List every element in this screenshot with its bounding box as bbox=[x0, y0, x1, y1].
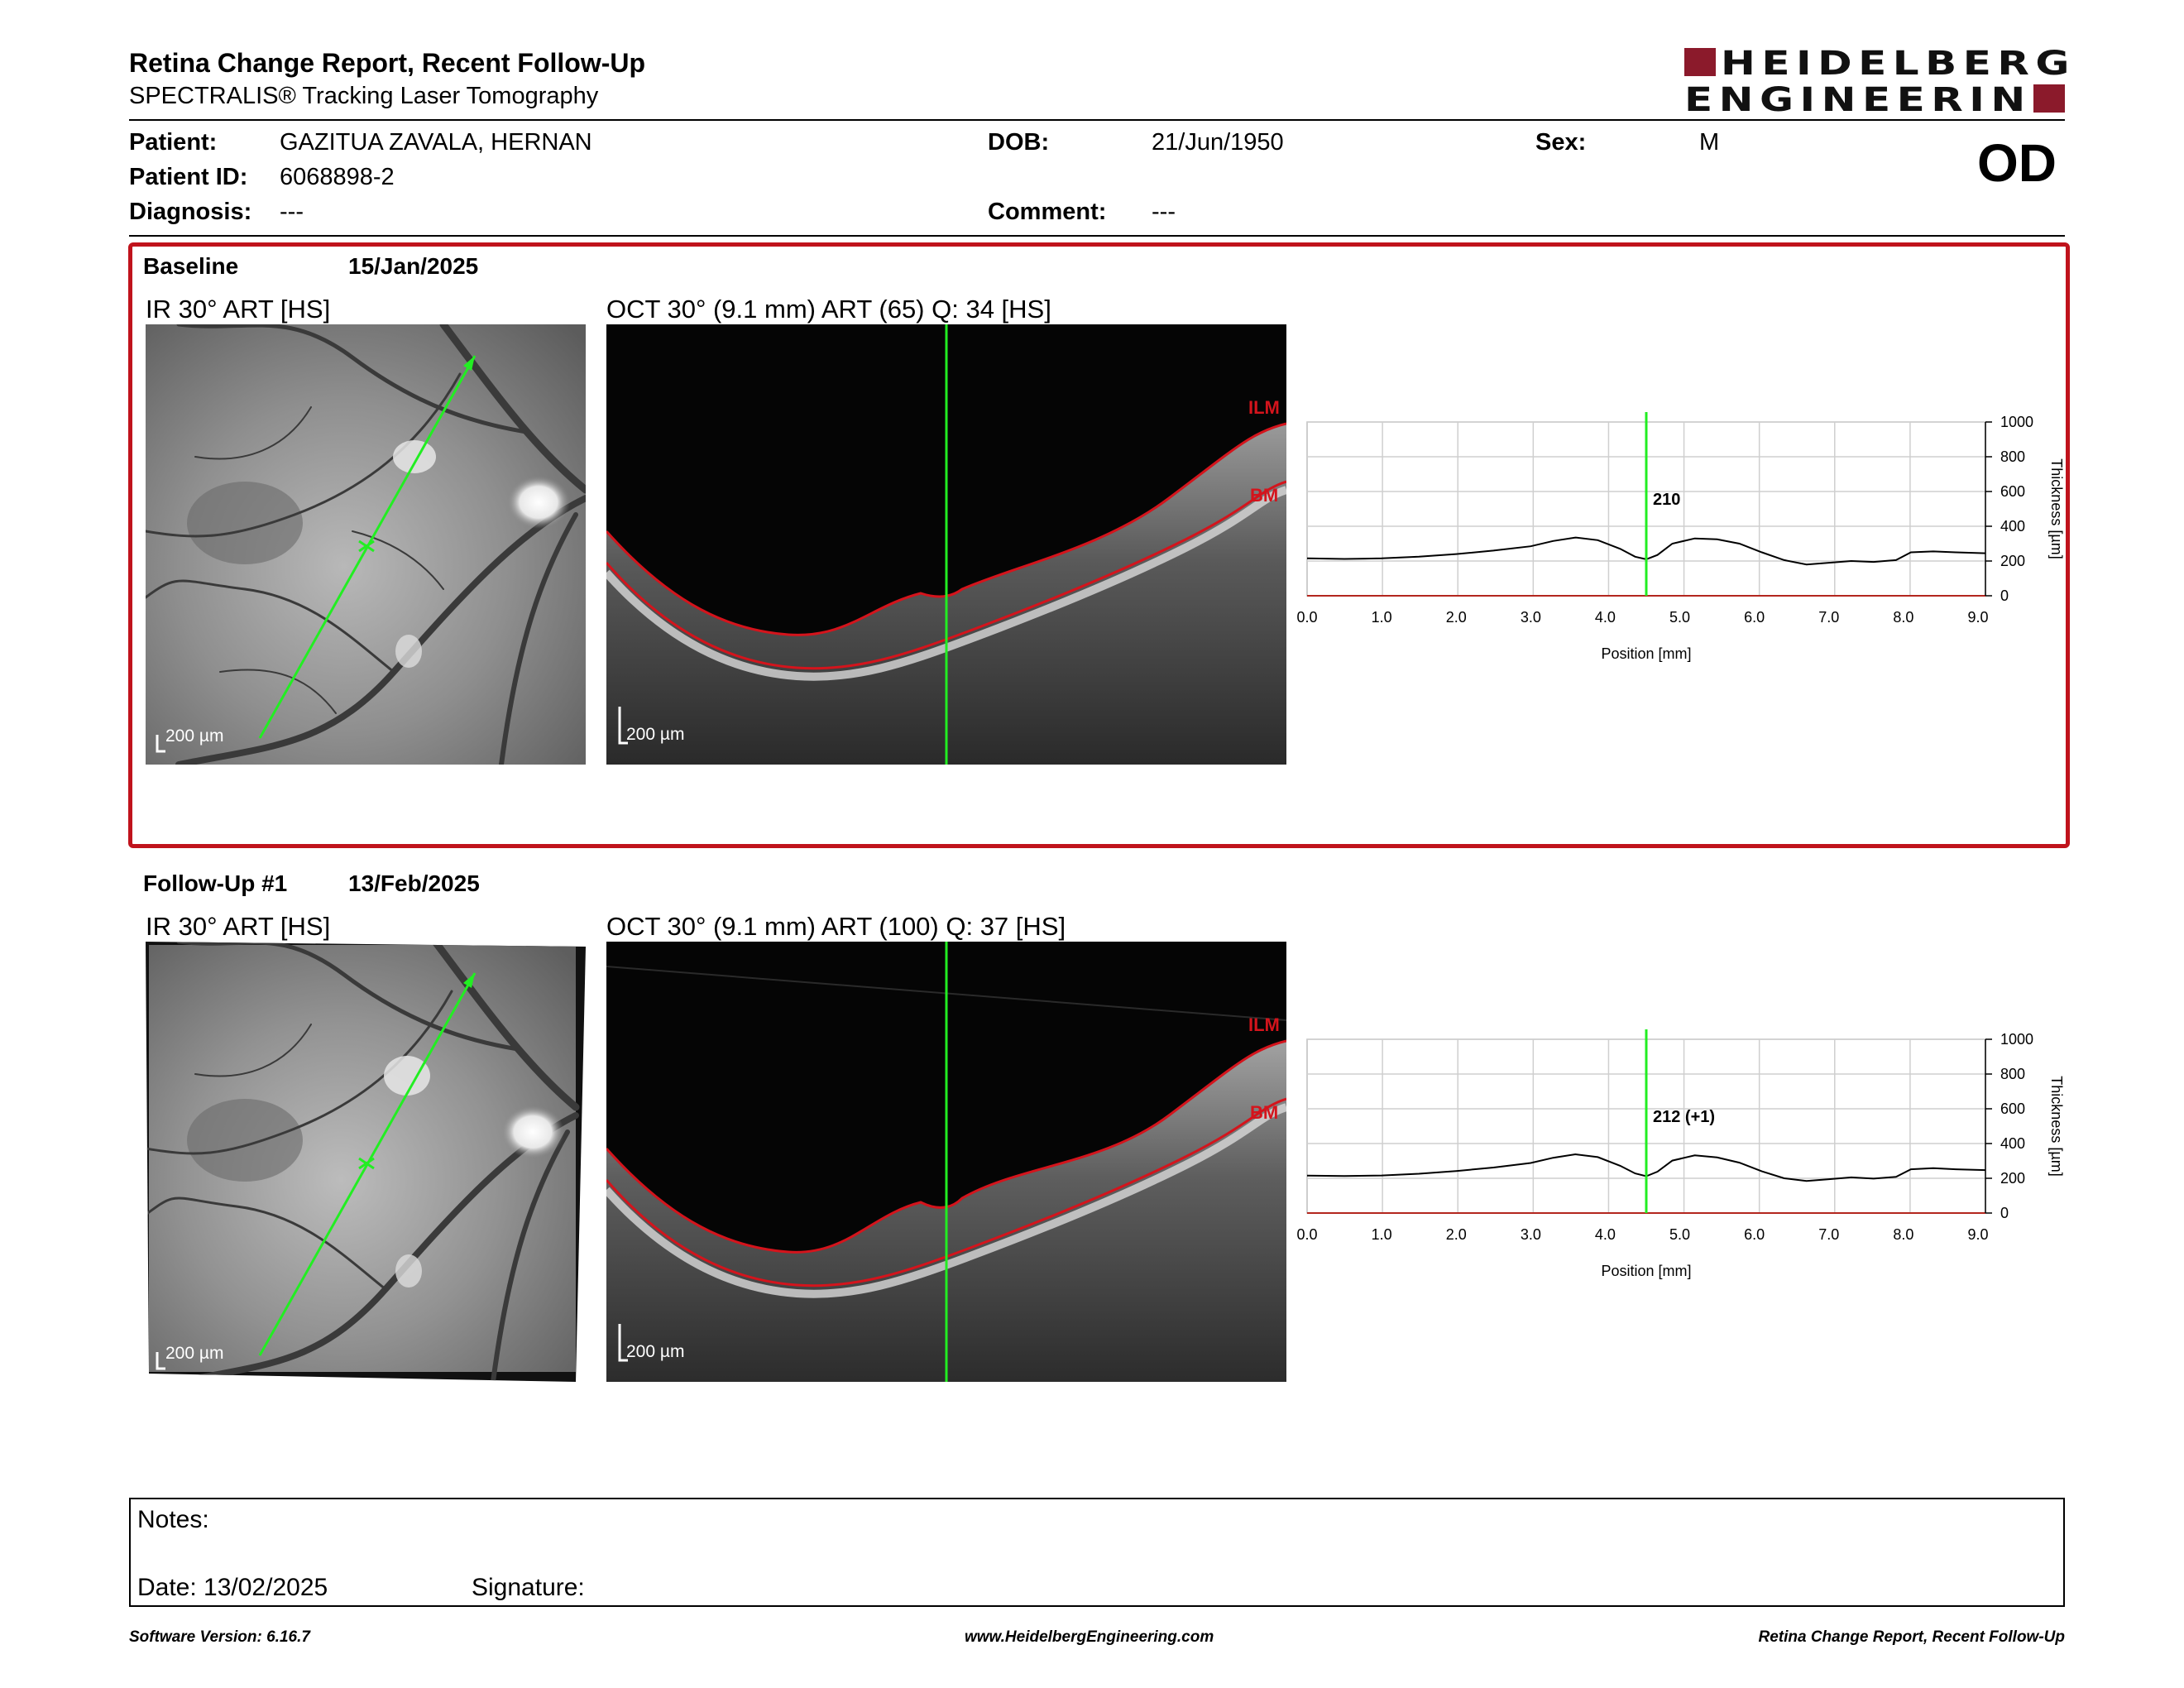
followup-y-tick-label: 800 bbox=[2000, 1066, 2025, 1082]
baseline-x-tick-label: 7.0 bbox=[1818, 609, 1839, 626]
followup-x-axis-label: Position [mm] bbox=[1601, 1263, 1691, 1279]
baseline-oct-image[interactable]: ILM BM 200 µm bbox=[606, 324, 1286, 765]
baseline-y-tick-label: 400 bbox=[2000, 518, 2025, 535]
baseline-x-tick-label: 8.0 bbox=[1893, 609, 1913, 626]
followup-bm-label: BM bbox=[1250, 1102, 1279, 1123]
baseline-x-axis-label: Position [mm] bbox=[1601, 645, 1691, 662]
baseline-oct-scale: 200 µm bbox=[626, 725, 685, 744]
followup-y-tick-label: 600 bbox=[2000, 1101, 2025, 1117]
followup-y-tick-label: 200 bbox=[2000, 1170, 2025, 1187]
followup-x-tick-label: 8.0 bbox=[1893, 1226, 1913, 1243]
followup-ilm-label: ILM bbox=[1248, 1014, 1280, 1035]
followup-x-tick-label: 9.0 bbox=[1967, 1226, 1988, 1243]
notes-label: Notes: bbox=[137, 1506, 209, 1533]
followup-x-tick-label: 3.0 bbox=[1521, 1226, 1541, 1243]
signature-label: Signature: bbox=[472, 1574, 585, 1601]
followup-label: Follow-Up #1 bbox=[143, 870, 288, 896]
baseline-x-tick-label: 0.0 bbox=[1296, 609, 1317, 626]
patient-id-label: Patient ID: bbox=[129, 164, 248, 190]
followup-x-tick-label: 5.0 bbox=[1669, 1226, 1690, 1243]
notes-box[interactable]: Notes: Date: 13/02/2025 Signature: bbox=[129, 1498, 2065, 1607]
baseline-x-tick-label: 1.0 bbox=[1372, 609, 1392, 626]
footer-report-name: Retina Change Report, Recent Follow-Up bbox=[1758, 1628, 2065, 1646]
logo-square-icon bbox=[2033, 84, 2065, 113]
logo-line2: ENGINEERING bbox=[1684, 81, 2072, 119]
baseline-x-tick-label: 9.0 bbox=[1967, 609, 1988, 626]
footer-software-version: Software Version: 6.16.7 bbox=[129, 1628, 310, 1646]
baseline-thickness-chart[interactable]: 0.0 1.0 2.0 3.0 4.0 5.0 6.0 7.0 8.0 9.0 0 200 400 600… bbox=[1291, 412, 2101, 693]
comment-label: Comment: bbox=[988, 199, 1107, 225]
notes-date: Date: 13/02/2025 bbox=[137, 1574, 328, 1601]
followup-cursor-value: 212 (+1) bbox=[1653, 1108, 1715, 1126]
diagnosis-label: Diagnosis: bbox=[129, 199, 252, 225]
patient-name-label: Patient: bbox=[129, 129, 218, 156]
patient-divider bbox=[129, 235, 2065, 237]
comment-value: --- bbox=[1152, 199, 1176, 225]
baseline-x-tick-label: 2.0 bbox=[1446, 609, 1467, 626]
followup-ir-title: IR 30° ART [HS] bbox=[146, 912, 331, 941]
baseline-label: Baseline bbox=[143, 253, 239, 279]
followup-y-tick-label: 400 bbox=[2000, 1135, 2025, 1152]
patient-id: 6068898-2 bbox=[280, 164, 395, 190]
baseline-y-tick-label: 0 bbox=[2000, 587, 2009, 604]
baseline-y-axis-label: Thickness [µm] bbox=[2048, 458, 2065, 559]
baseline-x-tick-label: 6.0 bbox=[1744, 609, 1765, 626]
header-divider bbox=[129, 119, 2065, 121]
followup-thickness-line bbox=[1306, 1153, 1986, 1182]
baseline-bm-label: BM bbox=[1250, 485, 1279, 506]
report-subtitle: SPECTRALIS® Tracking Laser Tomography bbox=[129, 83, 599, 109]
baseline-x-tick-label: 5.0 bbox=[1669, 609, 1690, 626]
followup-x-tick-label: 7.0 bbox=[1818, 1226, 1839, 1243]
followup-ir-scale: 200 µm bbox=[165, 1344, 224, 1363]
heidelberg-logo: HEIDELBERG ENGINEERING bbox=[1684, 45, 2069, 119]
baseline-y-tick-label: 1000 bbox=[2000, 414, 2033, 430]
baseline-y-tick-label: 600 bbox=[2000, 483, 2025, 500]
baseline-x-tick-label: 3.0 bbox=[1521, 609, 1541, 626]
eye-indicator: OD bbox=[1977, 133, 2057, 193]
followup-oct-title: OCT 30° (9.1 mm) ART (100) Q: 37 [HS] bbox=[606, 912, 1066, 941]
report-title: Retina Change Report, Recent Follow-Up bbox=[129, 48, 646, 78]
followup-date: 13/Feb/2025 bbox=[348, 870, 480, 896]
baseline-x-tick-label: 4.0 bbox=[1595, 609, 1616, 626]
followup-x-tick-label: 6.0 bbox=[1744, 1226, 1765, 1243]
logo-square-icon bbox=[1684, 48, 1716, 76]
baseline-ir-scale: 200 µm bbox=[165, 727, 224, 746]
sex-label: Sex: bbox=[1535, 129, 1587, 156]
diagnosis-value: --- bbox=[280, 199, 304, 225]
baseline-cursor-value: 210 bbox=[1653, 491, 1680, 509]
followup-y-axis-label: Thickness [µm] bbox=[2048, 1076, 2065, 1176]
followup-oct-scale: 200 µm bbox=[626, 1342, 685, 1361]
baseline-oct-title: OCT 30° (9.1 mm) ART (65) Q: 34 [HS] bbox=[606, 295, 1051, 324]
followup-y-tick-label: 1000 bbox=[2000, 1031, 2033, 1048]
baseline-ir-image[interactable]: 200 µm bbox=[146, 324, 586, 765]
baseline-ilm-label: ILM bbox=[1248, 397, 1280, 418]
followup-oct-image[interactable]: ILM BM 200 µm bbox=[606, 942, 1286, 1382]
followup-thickness-chart[interactable]: 0.0 1.0 2.0 3.0 4.0 5.0 6.0 7.0 8.0 9.0 0 200 400 600… bbox=[1291, 1029, 2101, 1311]
sex-value: M bbox=[1699, 129, 1720, 156]
followup-y-tick-label: 0 bbox=[2000, 1205, 2009, 1221]
footer-website-link[interactable]: www.HeidelbergEngineering.com bbox=[965, 1628, 1214, 1646]
baseline-y-tick-label: 200 bbox=[2000, 553, 2025, 569]
followup-x-tick-label: 0.0 bbox=[1296, 1226, 1317, 1243]
baseline-thickness-line bbox=[1306, 536, 1986, 566]
patient-name: GAZITUA ZAVALA, HERNAN bbox=[280, 129, 592, 156]
followup-ir-image[interactable]: 200 µm bbox=[146, 942, 586, 1382]
baseline-date: 15/Jan/2025 bbox=[348, 253, 479, 279]
dob-value: 21/Jun/1950 bbox=[1152, 129, 1284, 156]
followup-x-tick-label: 2.0 bbox=[1446, 1226, 1467, 1243]
baseline-ir-title: IR 30° ART [HS] bbox=[146, 295, 331, 324]
dob-label: DOB: bbox=[988, 129, 1050, 156]
logo-line1: HEIDELBERG bbox=[1721, 45, 2076, 83]
baseline-y-tick-label: 800 bbox=[2000, 448, 2025, 465]
followup-x-tick-label: 4.0 bbox=[1595, 1226, 1616, 1243]
baseline-selected-frame[interactable] bbox=[128, 242, 2070, 848]
followup-x-tick-label: 1.0 bbox=[1372, 1226, 1392, 1243]
